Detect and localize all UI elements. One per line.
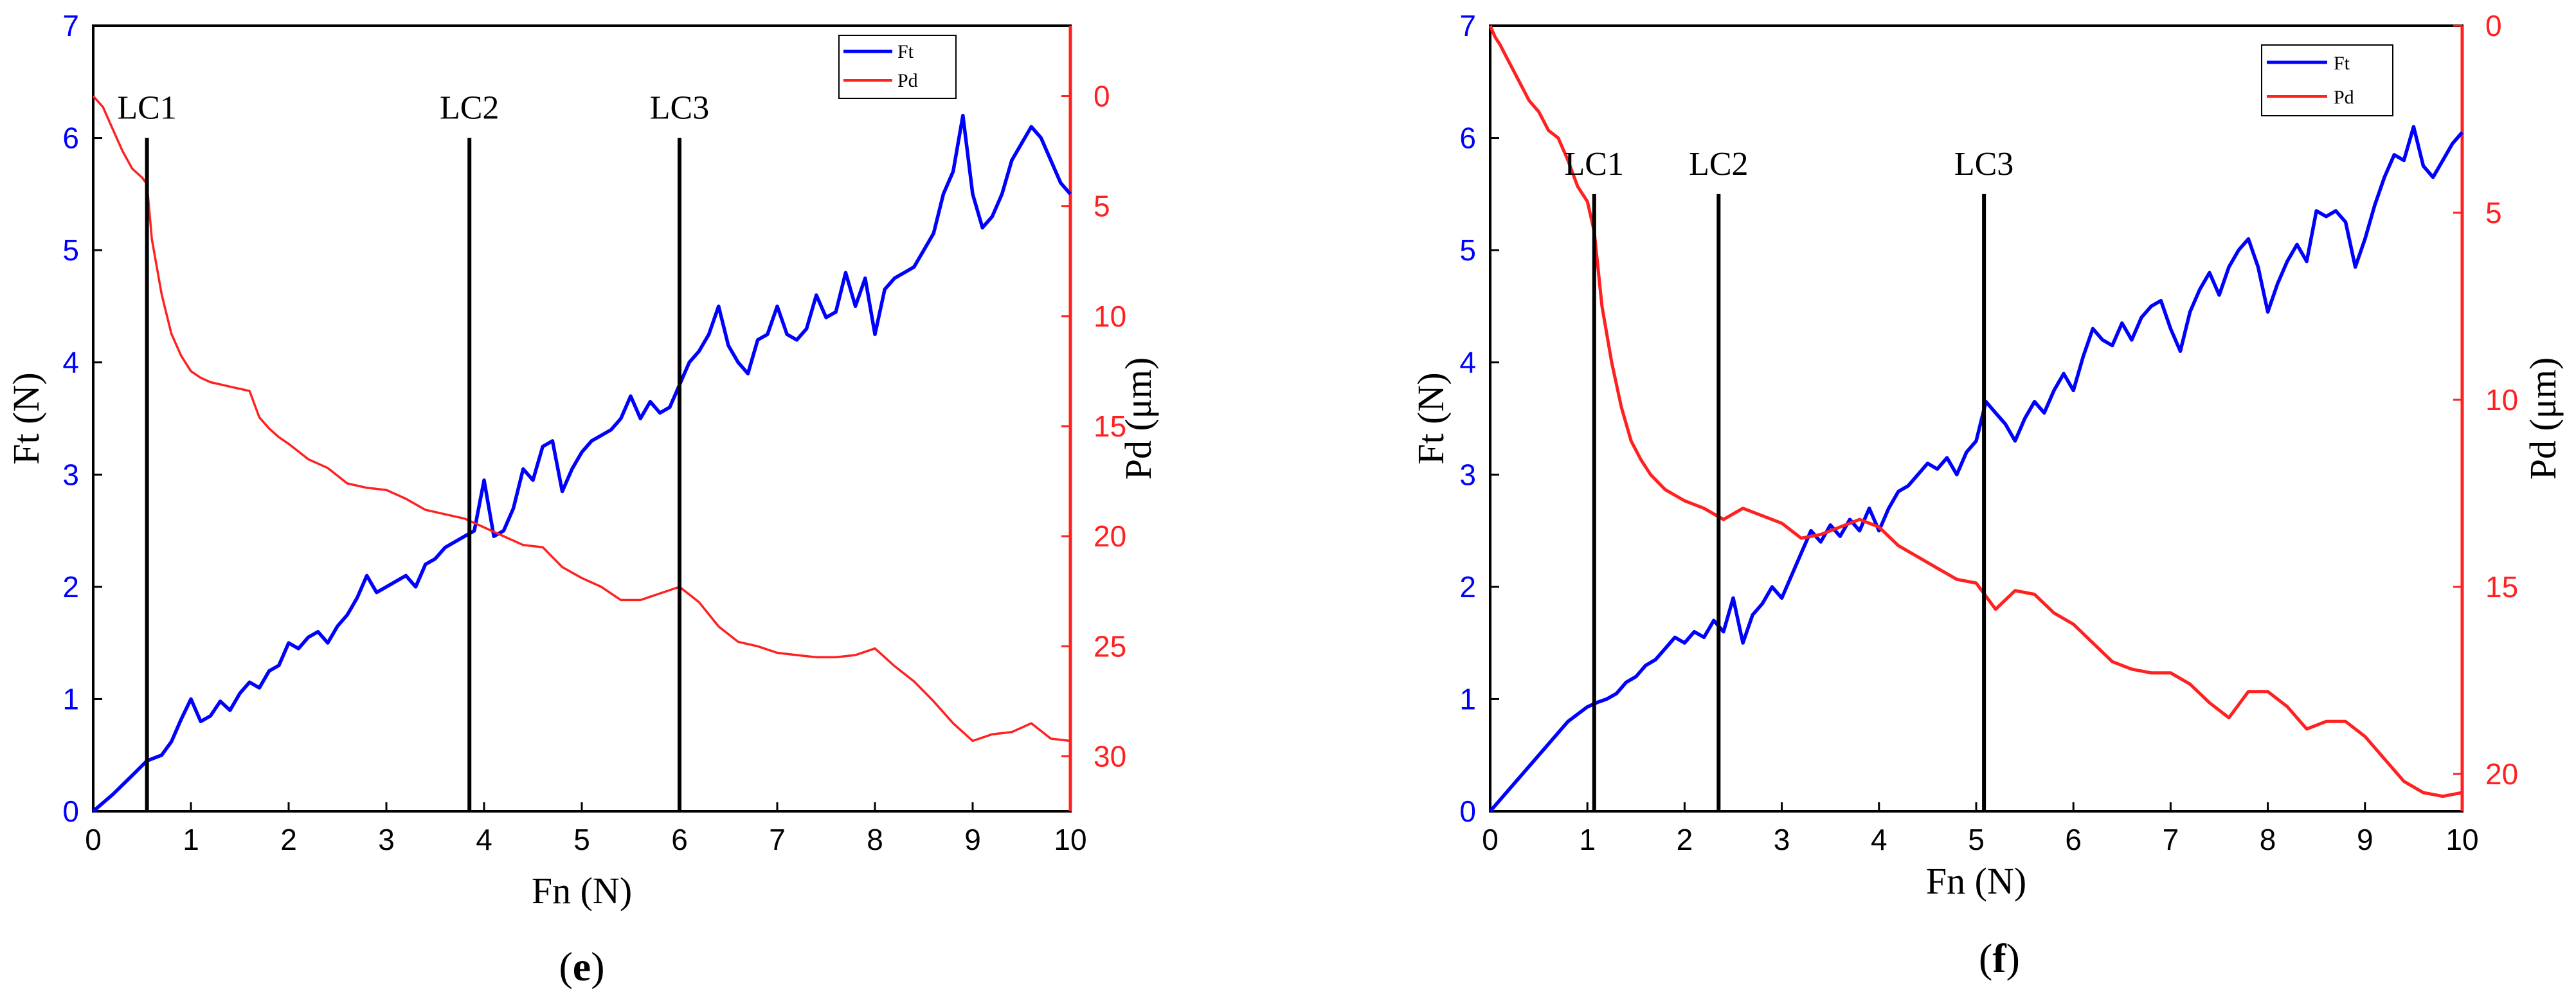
x-axis-title: Fn (N) [1926,860,2026,902]
y-right-tick-label: 10 [2485,383,2518,417]
y-right-tick-label: 10 [1094,300,1126,333]
panel-label: (f) [1979,935,2020,981]
x-tick-label: 8 [867,823,883,856]
y-axis-right: 0 5 10 15 20 [2453,9,2518,811]
x-tick-label: 4 [476,823,492,856]
y-left-tick-label: 1 [1459,682,1476,716]
critical-load-label: LC3 [1954,146,2013,183]
x-tick-label: 1 [183,823,199,856]
x-tick-label: 6 [671,823,688,856]
y-axis-left: 0 1 2 3 4 5 6 7 [62,9,102,828]
critical-load-label: LC1 [117,90,176,127]
y-left-tick-label: 5 [1459,233,1476,267]
y-right-tick-label: 0 [1094,80,1110,113]
legend: Ft Pd [2261,44,2393,116]
y-left-tick-label: 5 [62,233,79,267]
y-right-tick-label: 15 [2485,570,2518,604]
x-tick-label: 3 [378,823,395,856]
critical-load-label: LC2 [1689,146,1748,183]
critical-load-label: LC1 [1565,146,1624,183]
x-tick-label: 0 [85,823,102,856]
y-right-tick-label: 5 [2485,196,2502,230]
y-right-tick-label: 15 [1094,410,1126,443]
y-left-tick-label: 7 [62,9,79,42]
chart-panel-f: 0 1 2 3 4 5 6 7 8 9 10 0 1 2 3 4 5 6 7 0 5 10 15 20 LC1 LC2 LC3… [1410,9,2564,981]
x-tick-label: 4 [1871,823,1887,856]
critical-load-markers: LC1 LC2 LC3 [117,90,709,811]
y-left-tick-label: 1 [62,682,79,716]
y-left-tick-label: 3 [62,458,79,491]
y-left-tick-label: 2 [1459,570,1476,604]
critical-load-label: LC2 [440,90,499,127]
x-tick-label: 9 [964,823,981,856]
series-line-ft [92,113,1072,813]
legend: Ft Pd [838,35,957,99]
y-left-tick-label: 7 [1459,9,1476,42]
y-axis-left-title: Ft (N) [1410,372,1452,464]
y-axis-right-title: Pd (μm) [2522,357,2564,480]
y-right-tick-label: 5 [1094,190,1110,223]
x-tick-label: 3 [1774,823,1790,856]
legend-label-ft: Ft [897,41,914,62]
y-right-tick-label: 25 [1094,629,1126,663]
x-tick-label: 5 [1968,823,1985,856]
y-right-tick-label: 20 [2485,757,2518,791]
legend-label-pd: Pd [897,70,918,91]
x-axis: 0 1 2 3 4 5 6 7 8 9 10 [85,802,1087,856]
series-layer [1488,25,2464,813]
x-tick-label: 6 [2065,823,2082,856]
series-line-pd [92,95,1071,742]
x-axis: 0 1 2 3 4 5 6 7 8 9 10 [1482,802,2479,856]
series-layer [92,95,1072,813]
x-tick-label: 2 [1677,823,1693,856]
y-right-tick-label: 20 [1094,519,1126,553]
y-left-tick-label: 0 [62,795,79,828]
y-left-tick-label: 4 [1459,346,1476,379]
x-tick-label: 9 [2357,823,2373,856]
legend-box [2261,44,2393,116]
x-tick-label: 8 [2260,823,2276,856]
y-left-tick-label: 2 [62,570,79,604]
y-left-tick-label: 6 [1459,122,1476,155]
x-tick-label: 1 [1579,823,1596,856]
y-left-tick-label: 6 [62,122,79,155]
y-axis-right: 0 5 10 15 20 25 30 [1061,26,1126,811]
x-tick-label: 2 [280,823,297,856]
y-left-tick-label: 3 [1459,458,1476,491]
x-axis-title: Fn (N) [532,870,632,912]
critical-load-markers: LC1 LC2 LC3 [1565,146,2013,811]
series-line-ft [1488,125,2464,813]
legend-box [838,35,957,99]
y-right-tick-label: 0 [2485,9,2502,42]
y-left-tick-label: 4 [62,346,79,379]
x-tick-label: 0 [1482,823,1499,856]
x-tick-label: 7 [2163,823,2179,856]
x-tick-label: 10 [1054,823,1086,856]
x-tick-label: 7 [769,823,786,856]
x-tick-label: 10 [2445,823,2478,856]
y-right-tick-label: 30 [1094,739,1126,773]
panel-label: (e) [559,944,604,989]
x-tick-label: 5 [573,823,590,856]
plot-frame [1489,24,2463,813]
critical-load-label: LC3 [650,90,709,127]
y-axis-right-title: Pd (μm) [1117,357,1159,480]
y-left-tick-label: 0 [1459,795,1476,828]
legend-label-ft: Ft [2334,53,2350,74]
y-axis-left: 0 1 2 3 4 5 6 7 [1459,9,1499,828]
series-line-pd [1488,25,2463,798]
legend-label-pd: Pd [2334,87,2354,108]
y-axis-left-title: Ft (N) [5,372,47,464]
